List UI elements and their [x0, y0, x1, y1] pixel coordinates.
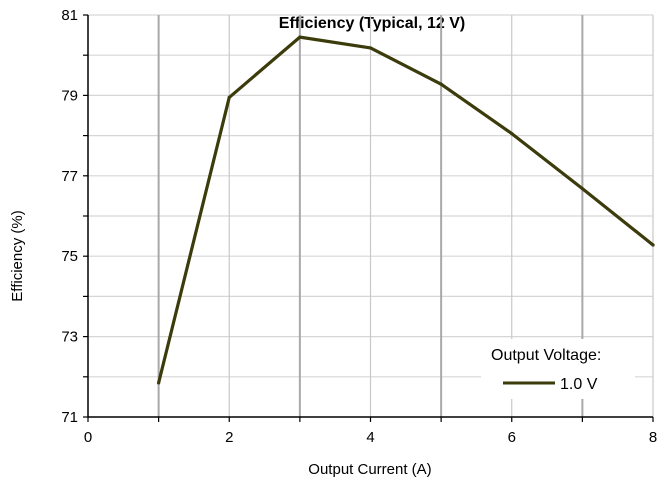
data-point [580, 187, 584, 191]
chart-title: Efficiency (Typical, 12 V) [279, 15, 465, 32]
x-tick-labels: 0 2 4 6 8 [84, 429, 657, 446]
data-point [157, 381, 161, 385]
legend-title: Output Voltage: [491, 347, 601, 364]
y-tick-label: 77 [61, 168, 78, 185]
grid-lines [88, 14, 654, 417]
legend-label-1-0v: 1.0 V [560, 376, 598, 393]
legend-box [481, 339, 635, 399]
axes [83, 14, 654, 422]
x-tick-label: 4 [366, 429, 374, 446]
data-point [439, 82, 443, 86]
y-tick-label: 73 [61, 329, 78, 346]
y-axis-title: Efficiency (%) [9, 210, 26, 301]
x-axis-title: Output Current (A) [308, 461, 431, 478]
x-tick-label: 6 [508, 429, 516, 446]
y-tick-label: 79 [61, 87, 78, 104]
y-tick-labels: 71 73 75 77 79 81 [61, 7, 78, 426]
x-tick-label: 8 [649, 429, 657, 446]
y-tick-label: 81 [61, 7, 78, 24]
data-point [298, 35, 302, 39]
y-tick-label: 71 [61, 409, 78, 426]
y-tick-label: 75 [61, 248, 78, 265]
series-line-1-0v [157, 35, 655, 385]
series-lines [157, 35, 655, 385]
data-point [510, 131, 514, 136]
legend: Output Voltage: 1.0 V [481, 339, 635, 399]
data-point [651, 243, 655, 247]
data-point [227, 95, 231, 100]
x-tick-label: 2 [225, 429, 233, 446]
data-point [368, 46, 373, 50]
x-tick-label: 0 [84, 429, 92, 446]
